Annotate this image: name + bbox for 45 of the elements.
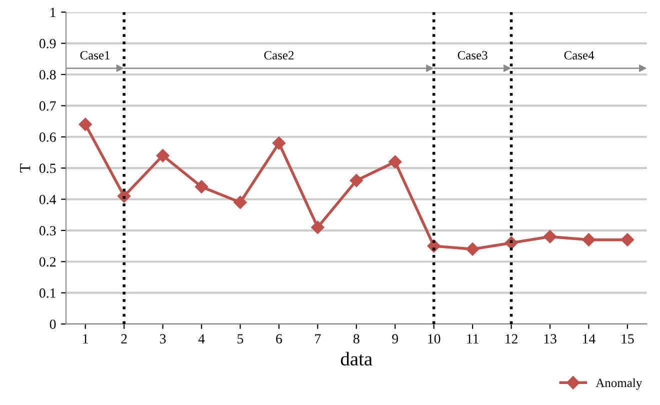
y-tick-label: 0.1 [39, 288, 56, 298]
y-tick-label: 0.3 [39, 226, 56, 236]
x-tick-label: 13 [544, 334, 556, 344]
point [234, 196, 247, 209]
point [194, 180, 208, 194]
point [156, 149, 170, 162]
x-axis-title: data [340, 352, 372, 366]
point [350, 174, 363, 188]
y-tick-label: 0 [50, 320, 56, 329]
point [466, 242, 480, 256]
annotation: Case2 [264, 51, 294, 60]
point [582, 233, 596, 246]
x-tick-label: 6 [276, 334, 282, 344]
x-tick-label: 3 [160, 334, 166, 344]
x-tick-label: 8 [353, 334, 360, 344]
point [543, 230, 557, 244]
y-tick-label: 0.8 [39, 70, 56, 80]
x-tick-label: 10 [428, 334, 440, 344]
y-axis-title: T [20, 164, 30, 172]
x-tick-label: 7 [315, 334, 321, 344]
point [620, 233, 634, 246]
x-tick-label: 4 [198, 334, 205, 344]
point [272, 136, 286, 150]
y-tick-label: 0.2 [39, 257, 56, 267]
x-tick-label: 2 [121, 334, 127, 344]
legend-label: Anomaly [596, 378, 642, 390]
x-tick-label: 1 [83, 334, 88, 344]
y-tick-label: 0.6 [39, 132, 56, 142]
y-tick-label: 1 [50, 8, 56, 17]
x-tick-label: 9 [392, 334, 398, 344]
point [311, 220, 324, 234]
y-tick-label: 0.5 [39, 164, 56, 174]
x-tick-label: 12 [506, 334, 518, 344]
y-tick-label: 0.4 [39, 194, 56, 204]
x-tick-label: 15 [622, 334, 634, 344]
x-tick-label: 11 [467, 334, 478, 344]
y-tick-label: 0.9 [39, 38, 56, 48]
annotation: Case4 [564, 51, 594, 60]
point [78, 118, 92, 132]
y-tick-label: 0.7 [39, 101, 56, 111]
annotation: Case1 [80, 51, 110, 60]
x-tick-label: 14 [582, 334, 596, 344]
x-tick-label: 5 [238, 334, 244, 344]
point [388, 155, 402, 168]
annotation: Case3 [458, 51, 488, 60]
